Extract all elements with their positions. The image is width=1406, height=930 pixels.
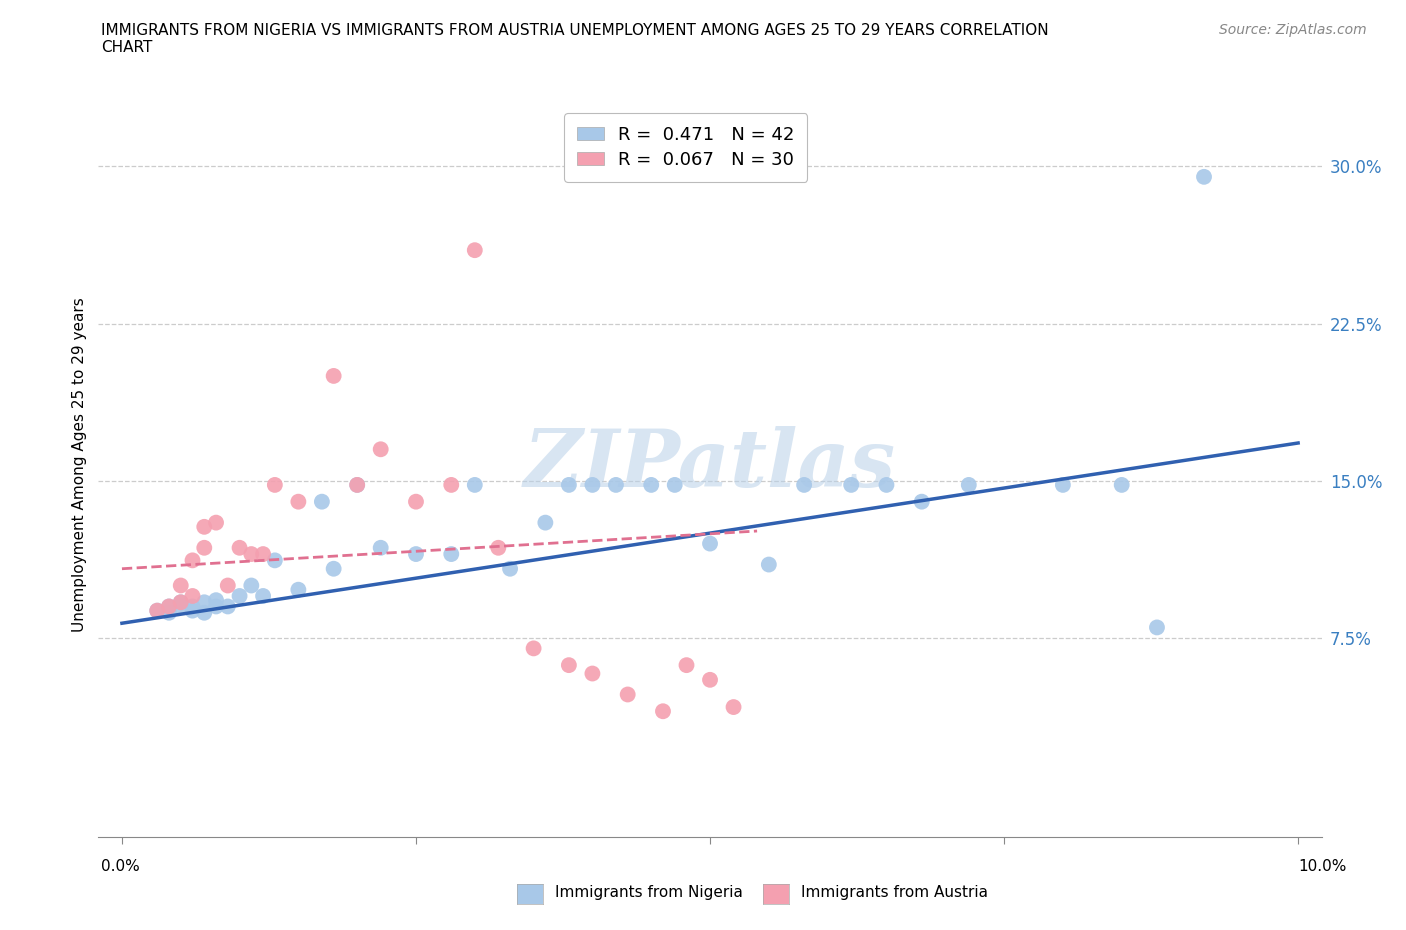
Text: IMMIGRANTS FROM NIGERIA VS IMMIGRANTS FROM AUSTRIA UNEMPLOYMENT AMONG AGES 25 TO: IMMIGRANTS FROM NIGERIA VS IMMIGRANTS FR…	[101, 23, 1049, 38]
Point	[664, 477, 686, 492]
Point	[263, 477, 285, 492]
Point	[699, 672, 721, 687]
Point	[193, 540, 215, 555]
Point	[370, 442, 392, 457]
Point	[534, 515, 557, 530]
Text: Immigrants from Nigeria: Immigrants from Nigeria	[555, 885, 744, 900]
Point	[486, 540, 509, 555]
Point	[228, 540, 250, 555]
Point	[558, 477, 581, 492]
Point	[240, 547, 263, 562]
Point	[616, 687, 638, 702]
Point	[370, 540, 392, 555]
Point	[464, 477, 486, 492]
Point	[558, 658, 581, 672]
Point	[205, 515, 228, 530]
Point	[252, 589, 274, 604]
Point	[217, 578, 239, 593]
Y-axis label: Unemployment Among Ages 25 to 29 years: Unemployment Among Ages 25 to 29 years	[72, 298, 87, 632]
Point	[699, 537, 721, 551]
Point	[181, 589, 204, 604]
Point	[523, 641, 546, 656]
Point	[405, 494, 427, 509]
Point	[675, 658, 697, 672]
Point	[170, 578, 193, 593]
Point	[499, 562, 522, 577]
Point	[875, 477, 897, 492]
Point	[205, 592, 228, 607]
Text: ZIPatlas: ZIPatlas	[524, 426, 896, 504]
Point	[157, 599, 180, 614]
Text: Source: ZipAtlas.com: Source: ZipAtlas.com	[1219, 23, 1367, 37]
Point	[311, 494, 333, 509]
Point	[146, 604, 169, 618]
Point	[1111, 477, 1133, 492]
Point	[440, 477, 463, 492]
Text: 10.0%: 10.0%	[1299, 859, 1347, 874]
Point	[605, 477, 627, 492]
Point	[217, 599, 239, 614]
Point	[193, 519, 215, 534]
Point	[640, 477, 662, 492]
Legend: R =  0.471   N = 42, R =  0.067   N = 30: R = 0.471 N = 42, R = 0.067 N = 30	[564, 113, 807, 181]
Point	[464, 243, 486, 258]
Point	[957, 477, 980, 492]
Point	[287, 582, 309, 597]
Point	[723, 699, 745, 714]
Point	[240, 578, 263, 593]
Text: CHART: CHART	[101, 40, 153, 55]
Point	[157, 599, 180, 614]
Point	[440, 547, 463, 562]
Point	[322, 562, 344, 577]
Point	[181, 599, 204, 614]
Point	[405, 547, 427, 562]
Point	[1146, 620, 1168, 635]
Point	[346, 477, 368, 492]
Point	[793, 477, 815, 492]
Point	[170, 595, 193, 610]
Point	[146, 604, 169, 618]
Point	[193, 595, 215, 610]
Point	[170, 599, 193, 614]
Point	[581, 477, 603, 492]
Point	[263, 553, 285, 568]
Point	[581, 666, 603, 681]
Point	[181, 553, 204, 568]
Text: 0.0%: 0.0%	[101, 859, 141, 874]
Point	[181, 604, 204, 618]
Point	[287, 494, 309, 509]
Point	[228, 589, 250, 604]
Text: Immigrants from Austria: Immigrants from Austria	[801, 885, 988, 900]
Point	[911, 494, 934, 509]
Point	[1192, 169, 1215, 184]
Point	[758, 557, 780, 572]
Point	[1052, 477, 1074, 492]
Point	[839, 477, 862, 492]
Point	[157, 605, 180, 620]
Point	[170, 595, 193, 610]
Point	[652, 704, 675, 719]
Point	[205, 599, 228, 614]
Point	[193, 605, 215, 620]
Point	[346, 477, 368, 492]
Point	[252, 547, 274, 562]
Point	[322, 368, 344, 383]
